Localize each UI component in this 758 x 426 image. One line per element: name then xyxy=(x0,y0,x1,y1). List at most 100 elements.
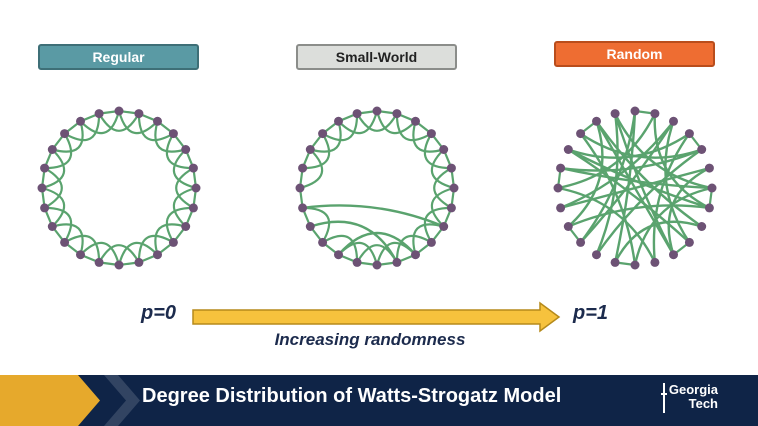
neighbour-edge xyxy=(375,109,417,135)
shortcut-edge xyxy=(556,186,657,264)
network-node xyxy=(298,163,308,173)
network-node xyxy=(553,183,563,193)
network-node xyxy=(610,109,620,119)
shortcut-edge xyxy=(567,148,711,210)
neighbour-edge xyxy=(430,148,456,190)
neighbour-edge xyxy=(40,148,66,190)
neighbour-edge xyxy=(40,186,66,228)
network-node xyxy=(707,183,717,193)
neighbour-edge xyxy=(309,120,342,153)
p-one-label: p=1 xyxy=(573,302,609,324)
randomness-arrow xyxy=(192,301,561,333)
chevron-icon xyxy=(0,375,140,426)
network-node xyxy=(426,237,436,247)
neighbour-edge xyxy=(423,206,453,244)
network-node xyxy=(592,116,601,126)
network-node xyxy=(37,183,47,193)
network-node xyxy=(168,237,178,247)
neighbour-edge xyxy=(165,132,195,170)
random-network xyxy=(553,106,717,270)
regular-label: Regular xyxy=(38,44,199,70)
network-node xyxy=(40,203,50,213)
shortcut-edge xyxy=(556,112,657,190)
neighbour-edge xyxy=(301,132,331,170)
network-node xyxy=(392,257,402,267)
neighbour-edge xyxy=(165,206,195,244)
neighbour-edge xyxy=(79,109,121,135)
shortcut-edge xyxy=(567,148,691,244)
small-world-label: Small-World xyxy=(296,44,457,70)
neighbour-edge xyxy=(433,167,453,209)
neighbour-edge xyxy=(98,244,140,264)
network-node xyxy=(352,257,362,267)
neighbour-edge xyxy=(172,148,198,190)
shortcut-edge xyxy=(567,204,711,228)
network-node xyxy=(76,250,85,260)
network-node xyxy=(153,250,162,260)
network-node xyxy=(114,106,124,116)
network-node xyxy=(334,250,343,260)
neighbour-edge xyxy=(98,112,140,132)
slide-title: Degree Distribution of Watts-Strogatz Mo… xyxy=(142,385,562,407)
network-node xyxy=(318,129,328,139)
logo-line-1: Georgia xyxy=(668,382,718,397)
neighbour-edge xyxy=(137,234,175,264)
network-node xyxy=(181,222,191,231)
network-node xyxy=(94,257,104,267)
neighbour-edge xyxy=(43,206,73,244)
shortcut-edge xyxy=(579,132,703,159)
neighbour-edge xyxy=(175,167,195,209)
regular-network xyxy=(37,106,201,270)
network-node xyxy=(318,237,328,247)
network-node xyxy=(556,163,566,173)
network-node xyxy=(449,183,459,193)
network-node xyxy=(114,260,124,270)
network-node xyxy=(334,116,343,126)
neighbour-edge xyxy=(172,186,198,228)
shortcut-edge xyxy=(301,204,445,228)
neighbour-edge xyxy=(321,112,359,142)
network-node xyxy=(650,109,660,119)
network-node xyxy=(439,145,449,154)
network-node xyxy=(576,237,586,247)
neighbour-edge xyxy=(43,132,73,170)
neighbour-edge xyxy=(79,241,121,267)
network-node xyxy=(188,203,198,213)
neighbour-edge xyxy=(395,234,433,264)
neighbour-edge xyxy=(154,223,187,256)
shortcut-edge xyxy=(595,120,703,228)
network-node xyxy=(411,116,420,126)
network-node xyxy=(305,222,315,231)
random-label: Random xyxy=(554,41,715,67)
shortcut-edge xyxy=(653,112,711,210)
network-node xyxy=(352,109,362,119)
network-node xyxy=(372,106,382,116)
network-node xyxy=(168,129,178,139)
network-node xyxy=(411,250,420,260)
network-node xyxy=(446,203,456,213)
shortcut-edge xyxy=(309,220,399,264)
network-node xyxy=(630,106,640,116)
network-node xyxy=(181,145,191,154)
network-node xyxy=(650,257,660,267)
neighbour-edge xyxy=(154,120,187,153)
network-node xyxy=(94,109,104,119)
network-node xyxy=(372,260,382,270)
neighbour-edge xyxy=(298,148,324,190)
neighbour-edge xyxy=(412,120,445,153)
neighbour-edge xyxy=(337,109,379,135)
network-node xyxy=(697,145,707,154)
neighbour-edge xyxy=(395,112,433,142)
neighbour-edge xyxy=(430,186,456,228)
shortcut-edge xyxy=(579,109,637,244)
network-node xyxy=(305,145,315,154)
network-node xyxy=(191,183,201,193)
shortcut-edge xyxy=(559,148,703,172)
network-node xyxy=(576,129,586,139)
network-node xyxy=(684,237,694,247)
shortcut-edge xyxy=(559,120,675,210)
neighbour-edge xyxy=(43,167,63,209)
network-node xyxy=(684,129,694,139)
randomness-caption: Increasing randomness xyxy=(274,330,466,349)
network-node xyxy=(446,163,456,173)
